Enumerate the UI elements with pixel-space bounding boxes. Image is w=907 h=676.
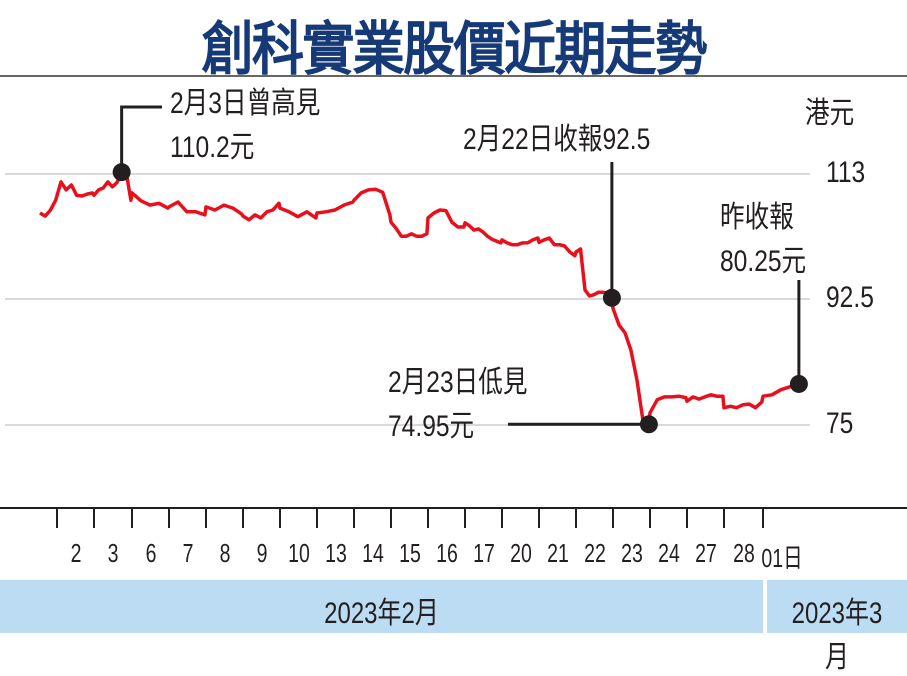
annotation-dot: [639, 415, 658, 434]
x-tick-label: 8: [219, 538, 230, 568]
x-tick-label: 01日: [760, 543, 803, 573]
x-tick-label: 9: [256, 538, 267, 568]
annotation-value: 80.25元: [720, 245, 807, 278]
month-band-feb: 2023年2月: [0, 580, 763, 633]
month-label: 2023年2月: [324, 597, 439, 630]
annotation-dot: [112, 163, 131, 182]
annotation-feb22: 2月22日收報92.5: [463, 118, 650, 162]
x-tick-label: 3: [107, 538, 119, 568]
x-tick-label: 16: [435, 538, 458, 568]
annotation-high: 2月3日曾高見 110.2元: [170, 82, 320, 170]
month-label: 2023年3月: [791, 597, 883, 674]
annotation-dot: [789, 374, 808, 393]
y-tick-label: 113: [826, 156, 866, 189]
annotation-low: 2月23日低見 74.95元: [388, 361, 527, 449]
annotation-text: 2月3日曾高見: [170, 87, 321, 120]
x-tick-label: 21: [546, 538, 569, 568]
month-band-mar: 2023年3月: [767, 580, 907, 674]
chart-title: 創科實業股價近期走勢: [201, 17, 707, 82]
y-tick-label: 75: [826, 407, 854, 440]
annotation-text: 2月23日低見: [388, 366, 528, 399]
price-line: [39, 170, 800, 427]
annotation-last: 昨收報 80.25元: [720, 196, 806, 284]
x-tick-label: 20: [509, 538, 532, 568]
x-tick-label: 2: [70, 538, 81, 568]
x-tick-label: 28: [732, 538, 755, 568]
x-tick-label: 6: [145, 538, 156, 568]
x-tick-label: 13: [324, 538, 347, 568]
x-tick-label: 15: [398, 538, 421, 568]
annotation-text: 2月22日收報92.5: [463, 123, 651, 156]
x-tick-label: 10: [287, 538, 310, 568]
x-tick-label: 14: [361, 538, 384, 568]
annotation-text: 昨收報: [720, 201, 794, 234]
x-tick-label: 23: [620, 538, 643, 568]
line-chart: [0, 75, 907, 528]
y-tick-label: 92.5: [826, 281, 874, 314]
x-tick-label: 22: [583, 538, 606, 568]
x-tick-label: 7: [182, 538, 193, 568]
x-tick-label: 27: [694, 538, 717, 568]
x-tick-label: 24: [657, 538, 680, 568]
annotation-value: 110.2元: [170, 131, 255, 164]
annotation-value: 74.95元: [388, 410, 475, 443]
x-tick-label: 17: [472, 538, 495, 568]
annotation-dot: [602, 288, 621, 307]
y-unit-label: 港元: [805, 97, 855, 130]
annotation-leader-high: [120, 105, 162, 173]
